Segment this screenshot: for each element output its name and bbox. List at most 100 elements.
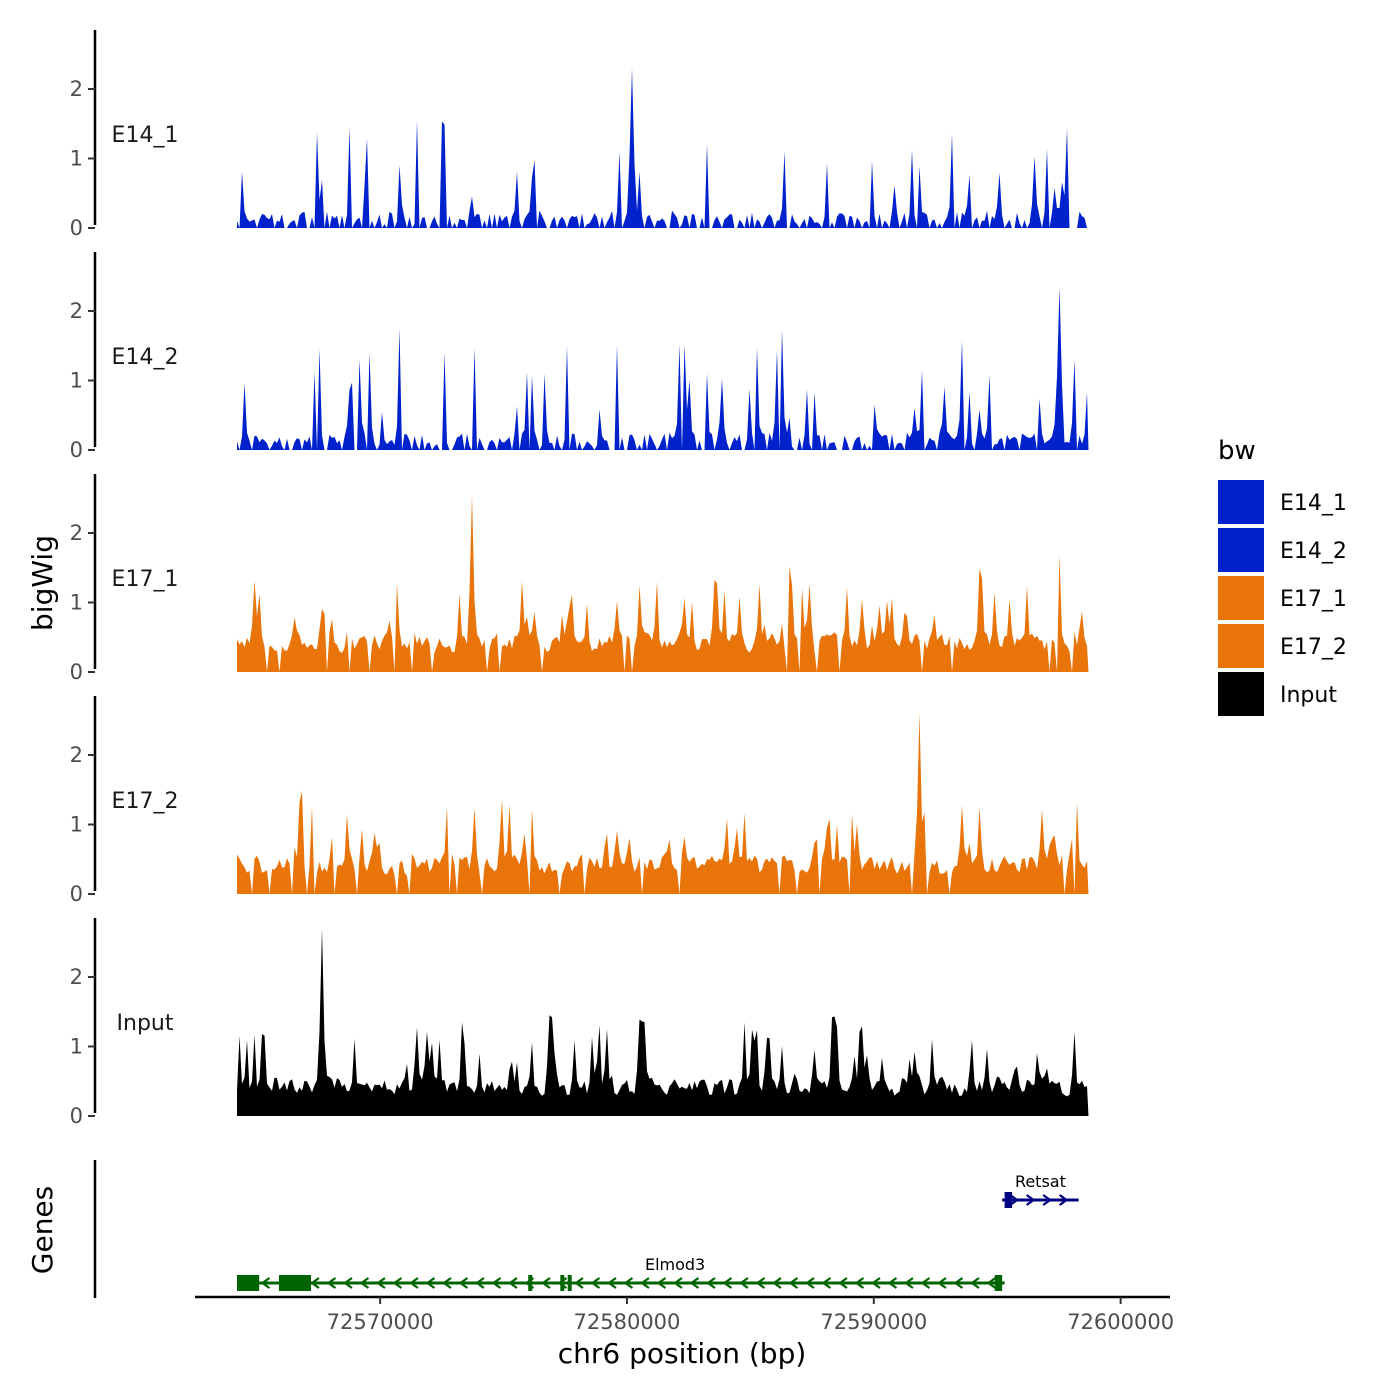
legend-item-E14_1: E14_1	[1218, 480, 1347, 524]
legend-label: Input	[1280, 683, 1337, 708]
strand-arrow	[904, 1277, 914, 1289]
y-tick-label: 0	[70, 1104, 83, 1128]
strand-arrow	[508, 1277, 518, 1289]
strand-arrow	[491, 1277, 502, 1289]
strand-arrow	[475, 1277, 485, 1289]
strand-arrow	[607, 1277, 617, 1289]
exon	[236, 1275, 260, 1291]
exon	[560, 1275, 565, 1291]
track-E17_2: 0 1 2 E17_2	[70, 696, 1089, 906]
track-Input: 0 1 2 Input	[70, 918, 1089, 1128]
strand-arrow	[673, 1277, 683, 1289]
legend-item-Input: Input	[1218, 672, 1337, 716]
strand-arrow	[574, 1277, 584, 1289]
strand-arrow	[326, 1277, 337, 1289]
track-label: Input	[117, 1011, 174, 1036]
coverage-area	[237, 713, 1089, 894]
strand-arrow	[409, 1277, 419, 1289]
strand-arrow	[640, 1277, 650, 1289]
x-tick-label: 72590000	[820, 1310, 927, 1334]
x-axis-title: chr6 position (bp)	[558, 1337, 807, 1370]
y-tick-label: 2	[70, 299, 83, 323]
gene-Elmod3: Elmod3	[236, 1255, 1005, 1291]
strand-arrow	[755, 1277, 766, 1289]
legend-swatch	[1218, 672, 1264, 716]
x-axis: 72570000 72580000 72590000 72600000	[195, 1295, 1174, 1334]
y-tick-label: 1	[70, 591, 83, 615]
y-tick-label: 0	[70, 882, 83, 906]
coverage-area	[237, 286, 1089, 450]
y-tick-label: 2	[70, 521, 83, 545]
strand-arrow	[376, 1277, 386, 1289]
y-tick-label: 0	[70, 438, 83, 462]
exon	[278, 1275, 312, 1291]
genes-track: Elmod3 Retsat	[93, 1160, 1079, 1298]
strand-arrow	[1009, 1194, 1020, 1206]
strand-arrow	[986, 1277, 997, 1289]
exon	[994, 1275, 1003, 1291]
strand-arrow	[1026, 1194, 1036, 1206]
strand-arrow	[920, 1277, 931, 1289]
legend-title: bw	[1218, 436, 1256, 466]
y-tick-label: 2	[70, 965, 83, 989]
coverage-area	[237, 68, 1089, 228]
strand-arrow	[953, 1277, 964, 1289]
strand-arrow	[359, 1277, 370, 1289]
coverage-area	[237, 928, 1089, 1116]
gene-label: Retsat	[1015, 1172, 1066, 1191]
strand-arrow	[871, 1277, 881, 1289]
strand-arrow	[1042, 1194, 1053, 1206]
track-E14_1: 0 1 2 E14_1	[70, 30, 1089, 240]
strand-arrow	[260, 1277, 271, 1289]
track-label: E17_2	[112, 789, 179, 814]
track-label: E14_1	[112, 123, 179, 148]
strand-arrow	[310, 1277, 320, 1289]
strand-arrow	[343, 1277, 353, 1289]
track-label: E17_1	[112, 567, 179, 592]
y-tick-label: 1	[70, 147, 83, 171]
strand-arrow	[541, 1277, 551, 1289]
y-tick-label: 1	[70, 1035, 83, 1059]
strand-arrow	[425, 1277, 436, 1289]
exon	[567, 1275, 572, 1291]
x-tick-label: 72570000	[327, 1310, 434, 1334]
track-label: E14_2	[112, 345, 179, 370]
strand-arrow	[1059, 1194, 1069, 1206]
legend-item-E17_1: E17_1	[1218, 576, 1347, 620]
y-tick-label: 2	[70, 77, 83, 101]
y-tick-label: 0	[70, 660, 83, 684]
legend-item-E14_2: E14_2	[1218, 528, 1347, 572]
y-tick-label: 2	[70, 743, 83, 767]
track-E17_1: 0 1 2 E17_1	[70, 474, 1089, 684]
legend-label: E17_2	[1280, 635, 1347, 660]
strand-arrow	[788, 1277, 799, 1289]
y-tick-label: 1	[70, 813, 83, 837]
legend-item-E17_2: E17_2	[1218, 624, 1347, 668]
strand-arrow	[458, 1277, 469, 1289]
x-tick-label: 72580000	[574, 1310, 681, 1334]
strand-arrow	[838, 1277, 848, 1289]
legend-swatch	[1218, 480, 1264, 524]
strand-arrow	[392, 1277, 403, 1289]
track-E14_2: 0 1 2 E14_2	[70, 252, 1089, 462]
coverage-tracks: 0 1 2 E14_1 0 1 2 E14_2 0 1 2 E17_1 0 1 2 E17_2 0 1 2 Input	[70, 30, 1089, 1128]
strand-arrow	[623, 1277, 634, 1289]
strand-arrow	[970, 1277, 980, 1289]
legend-label: E14_2	[1280, 539, 1347, 564]
strand-arrow	[854, 1277, 865, 1289]
legend-label: E17_1	[1280, 587, 1347, 612]
legend-label: E14_1	[1280, 491, 1347, 516]
gene-Retsat: Retsat	[1002, 1172, 1079, 1208]
strand-arrow	[722, 1277, 733, 1289]
strand-arrow	[937, 1277, 947, 1289]
strand-arrow	[805, 1277, 815, 1289]
strand-arrow	[442, 1277, 452, 1289]
strand-arrow	[706, 1277, 716, 1289]
legend: bw E14_1 E14_2 E17_1 E17_2 Input	[1218, 436, 1347, 716]
strand-arrow	[887, 1277, 898, 1289]
x-tick-label: 72600000	[1067, 1310, 1174, 1334]
y-tick-label: 1	[70, 369, 83, 393]
y-tick-label: 0	[70, 216, 83, 240]
legend-swatch	[1218, 624, 1264, 668]
